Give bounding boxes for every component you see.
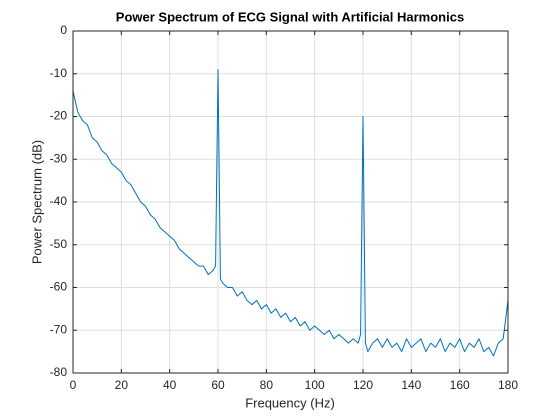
- data-line: [72, 68, 509, 357]
- y-tick-label: -40: [50, 194, 68, 208]
- y-tick-label: -20: [50, 109, 68, 123]
- x-tick-label: 120: [353, 378, 373, 392]
- x-tick-label: 180: [498, 378, 518, 392]
- y-tick-label: 0: [60, 23, 67, 37]
- y-tick-label: -70: [50, 322, 68, 336]
- y-tick-label: -10: [50, 66, 68, 80]
- x-tick-label: 100: [305, 378, 325, 392]
- y-tick-label: -60: [50, 280, 68, 294]
- x-tick-label: 60: [211, 378, 225, 392]
- chart-title: Power Spectrum of ECG Signal with Artifi…: [116, 9, 464, 24]
- x-axis-label: Frequency (Hz): [245, 395, 335, 410]
- x-tick-label: 20: [115, 378, 129, 392]
- x-tick-label: 140: [401, 378, 421, 392]
- y-tick-label: -30: [50, 151, 68, 165]
- x-tick-label: 0: [70, 378, 77, 392]
- y-axis-label: Power Spectrum (dB): [29, 140, 44, 264]
- y-tick-label: -50: [50, 237, 68, 251]
- x-tick-label: 160: [450, 378, 470, 392]
- x-tick-label: 80: [260, 378, 274, 392]
- x-tick-label: 40: [163, 378, 177, 392]
- y-tick-label: -80: [50, 365, 68, 379]
